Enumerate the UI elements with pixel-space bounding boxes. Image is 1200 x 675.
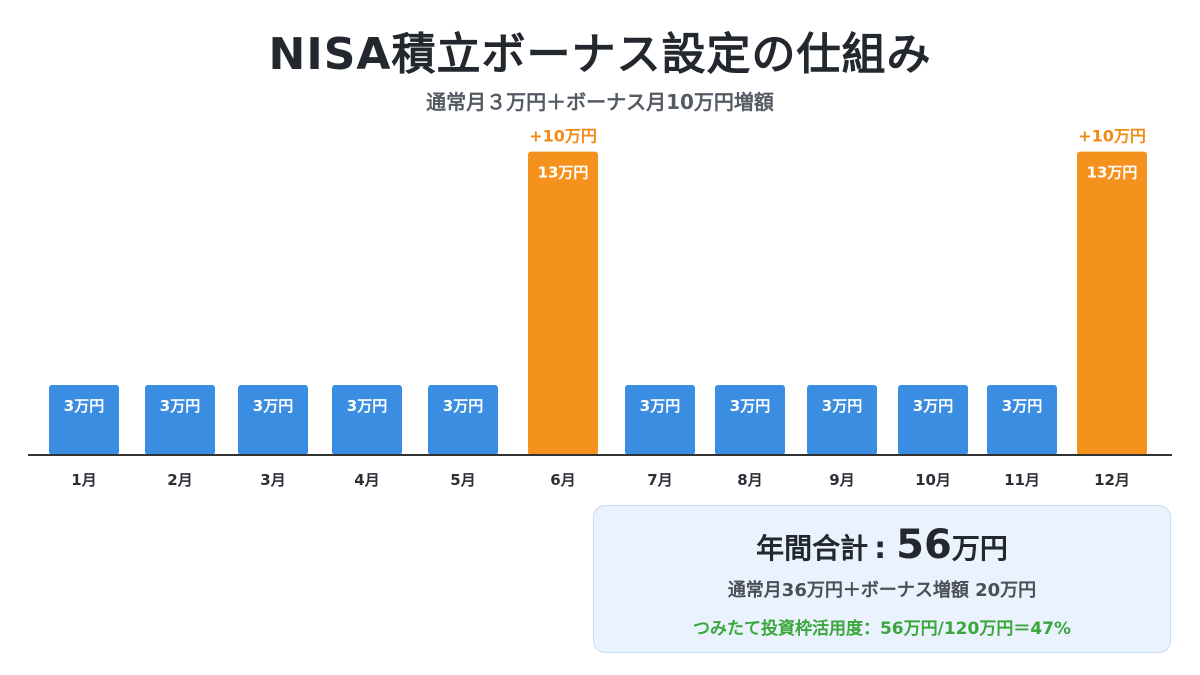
bar-value-label-7: 3万円 <box>640 397 680 415</box>
bar-value-label-5: 3万円 <box>443 397 483 415</box>
bar-value-label-6: 13万円 <box>538 164 589 182</box>
x-tick-label-4: 4月 <box>354 471 379 489</box>
bar-value-label-11: 3万円 <box>1002 397 1042 415</box>
x-tick-label-7: 7月 <box>647 471 672 489</box>
bar-value-label-10: 3万円 <box>913 397 953 415</box>
x-tick-label-12: 12月 <box>1094 471 1130 489</box>
bar-4 <box>332 385 402 455</box>
bar-6 <box>528 151 598 455</box>
bar-9 <box>807 385 877 455</box>
bar-10 <box>898 385 968 455</box>
bar-2 <box>145 385 215 455</box>
bonus-annotation-12: +10万円 <box>1078 127 1146 146</box>
x-tick-label-1: 1月 <box>71 471 96 489</box>
annual-total-label: 年間合計 <box>756 532 869 565</box>
bar-11 <box>987 385 1057 455</box>
bar-3 <box>238 385 308 455</box>
page-subtitle: 通常月３万円＋ボーナス月10万円増額 <box>426 90 774 114</box>
bar-1 <box>49 385 119 455</box>
quota-usage-ratio: つみたて投資枠活用度：56万円/120万円＝47% <box>692 619 1072 639</box>
bar-value-label-9: 3万円 <box>822 397 862 415</box>
bar-value-label-4: 3万円 <box>347 397 387 415</box>
bar-12 <box>1077 151 1147 455</box>
bar-chart: 3万円 1月 3万円 2月 3万円 3月 3万円 4月 3万円 5月 13万円 +10万円 6月 3万円 7… <box>28 127 1172 489</box>
bar-value-label-3: 3万円 <box>253 397 293 415</box>
x-tick-label-10: 10月 <box>915 471 951 489</box>
x-tick-label-3: 3月 <box>260 471 285 489</box>
bar-value-label-12: 13万円 <box>1087 164 1138 182</box>
bonus-annotation-6: +10万円 <box>529 127 597 146</box>
annual-total-value: 56 <box>896 522 952 568</box>
x-tick-label-11: 11月 <box>1004 471 1040 489</box>
annual-total-colon: : <box>874 531 887 566</box>
bar-5 <box>428 385 498 455</box>
annual-total-line: 年間合計 : 56 万円 <box>594 522 1170 568</box>
x-tick-label-9: 9月 <box>829 471 854 489</box>
x-tick-label-8: 8月 <box>737 471 762 489</box>
bar-value-label-1: 3万円 <box>64 397 104 415</box>
bar-8 <box>715 385 785 455</box>
page-title: NISA積立ボーナス設定の仕組み <box>268 29 932 80</box>
x-tick-label-2: 2月 <box>167 471 192 489</box>
bar-value-label-2: 3万円 <box>160 397 200 415</box>
bar-value-label-8: 3万円 <box>730 397 770 415</box>
annual-total-breakdown: 通常月36万円＋ボーナス増額 20万円 <box>727 580 1037 601</box>
bar-7 <box>625 385 695 455</box>
annual-summary-box: 年間合計 : 56 万円 通常月36万円＋ボーナス増額 20万円 つみたて投資枠… <box>593 505 1171 653</box>
x-tick-label-5: 5月 <box>450 471 475 489</box>
x-tick-label-6: 6月 <box>550 471 575 489</box>
annual-total-unit: 万円 <box>951 532 1008 565</box>
